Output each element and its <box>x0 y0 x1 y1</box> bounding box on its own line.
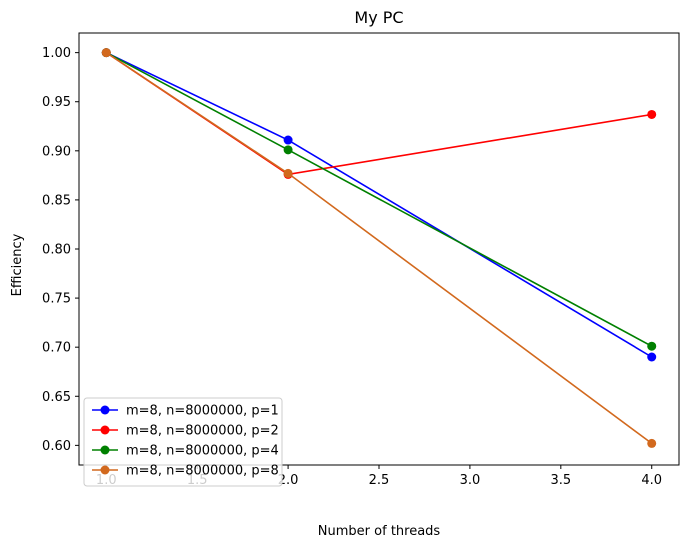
data-point-s4-3 <box>647 438 657 448</box>
data-point-s1-3 <box>647 352 657 362</box>
data-point-s1-2 <box>283 135 293 145</box>
legend-swatch-marker-3 <box>100 445 110 455</box>
legend-label-1: m=8, n=8000000, p=1 <box>126 404 279 419</box>
series-line-3 <box>105 51 653 347</box>
x-tick-label: 3.5 <box>550 473 571 488</box>
x-tick-label: 4.0 <box>641 473 662 488</box>
data-point-s2-3 <box>647 109 657 119</box>
y-tick-label: 0.65 <box>42 390 71 405</box>
data-point-s3-3 <box>647 341 657 351</box>
y-tick-label: 1.00 <box>42 46 71 61</box>
y-tick-label: 0.80 <box>42 243 71 258</box>
y-axis-label: Efficiency <box>10 233 25 296</box>
series-line-4 <box>105 51 653 445</box>
y-tick-label: 0.90 <box>42 144 71 159</box>
data-point-s4-2 <box>283 168 293 178</box>
x-tick-label: 2.0 <box>278 473 299 488</box>
legend-label-2: m=8, n=8000000, p=2 <box>126 424 279 439</box>
x-axis-label: Number of threads <box>318 524 441 539</box>
y-tick-label: 0.60 <box>42 439 71 454</box>
data-point-s3-2 <box>283 145 293 155</box>
series-line-1 <box>105 51 653 358</box>
series-line-2 <box>105 51 652 176</box>
plot-area: 1.01.52.02.53.03.54.00.600.650.700.750.8… <box>42 32 680 488</box>
y-tick-label: 0.95 <box>42 95 71 110</box>
x-tick-label: 3.0 <box>460 473 481 488</box>
legend-label-3: m=8, n=8000000, p=4 <box>126 444 279 459</box>
legend-swatch-marker-4 <box>100 465 110 475</box>
y-tick-label: 0.75 <box>42 292 71 307</box>
legend-box <box>83 397 283 487</box>
legend-label-4: m=8, n=8000000, p=8 <box>126 464 279 479</box>
y-tick-label: 0.85 <box>42 193 71 208</box>
legend-swatch-marker-2 <box>100 425 110 435</box>
x-tick-label: 2.5 <box>369 473 390 488</box>
legend-swatch-marker-1 <box>100 405 110 415</box>
y-tick-label: 0.70 <box>42 341 71 356</box>
chart-title: My PC <box>354 8 403 27</box>
data-point-s4-1 <box>101 48 111 58</box>
